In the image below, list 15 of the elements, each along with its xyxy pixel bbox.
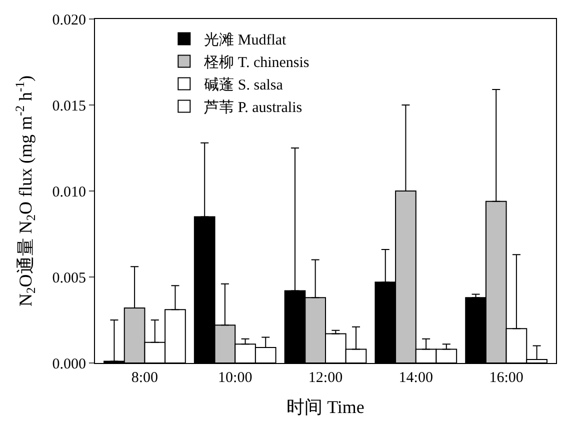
y-tick-label: 0.015 [52,98,86,114]
legend-label: 光滩 Mudflat [204,32,288,49]
y-tick-label: 0.000 [52,356,86,372]
x-tick-label: 10:00 [218,370,252,386]
legend-label: 芦苇 P. australis [204,99,302,116]
x-tick-label: 12:00 [308,370,343,386]
x-tick-label: 14:00 [398,370,433,386]
x-axis-title: 时间 Time [286,397,364,418]
y-tick-label: 0.020 [52,12,86,28]
legend-label: 碱蓬 S. salsa [204,76,284,94]
legend-label: 柽柳 T. chinensis [203,54,310,72]
y-tick-label: 0.005 [52,270,86,286]
x-tick-label: 8:00 [131,370,158,386]
y-tick-label: 0.010 [52,184,86,200]
x-tick-label: 16:00 [489,370,524,386]
